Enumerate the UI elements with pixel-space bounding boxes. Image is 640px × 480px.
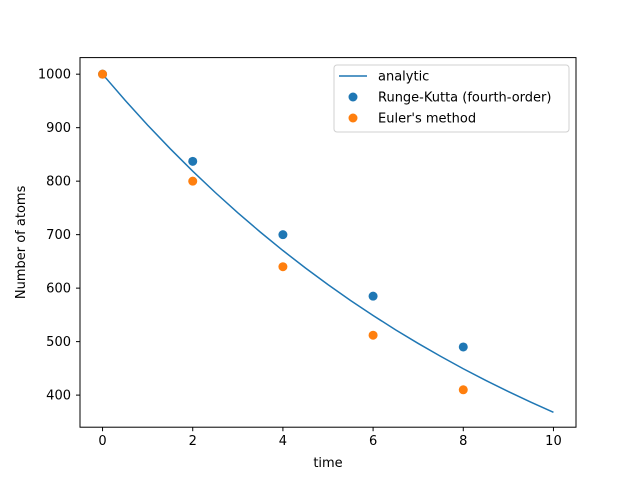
y-tick-label: 900 — [46, 121, 71, 136]
legend-swatch-marker — [348, 92, 358, 102]
y-tick-label: 500 — [46, 335, 71, 350]
y-tick-label: 1000 — [38, 68, 71, 83]
series-line-analytic — [101, 73, 554, 413]
x-tick-label: 8 — [459, 434, 467, 449]
x-tick-label: 6 — [369, 434, 377, 449]
x-tick-label: 4 — [279, 434, 287, 449]
x-axis-ticks: 0 2 4 6 8 10 — [98, 427, 562, 449]
data-point-series-2 — [368, 330, 378, 340]
legend-swatch-marker — [348, 113, 358, 123]
data-point-series-2 — [458, 385, 468, 395]
y-tick-label: 400 — [46, 389, 71, 404]
y-axis-ticks: 400 500 600 700 800 900 1000 — [38, 68, 80, 404]
y-axis-label: Number of atoms — [14, 185, 29, 299]
y-tick-label: 700 — [46, 228, 71, 243]
legend-label: Runge-Kutta (fourth-order) — [378, 91, 551, 106]
x-axis-label: time — [313, 456, 342, 471]
data-point-series-1 — [458, 342, 468, 352]
data-point-series-2 — [98, 69, 108, 79]
x-tick-label: 2 — [189, 434, 197, 449]
x-tick-label: 10 — [545, 434, 562, 449]
axes — [79, 57, 577, 428]
data-point-series-1 — [278, 230, 288, 240]
y-tick-label: 600 — [46, 282, 71, 297]
data-point-series-2 — [278, 262, 288, 272]
legend: analytic Runge-Kutta (fourth-order) Euler'… — [333, 64, 570, 133]
legend-label: Euler's method — [378, 112, 476, 127]
axes-frame — [79, 57, 577, 428]
data-point-series-1 — [368, 291, 378, 301]
y-tick-label: 800 — [46, 175, 71, 190]
data-point-series-2 — [188, 176, 198, 186]
legend-box — [333, 64, 570, 133]
data-point-series-1 — [188, 156, 198, 166]
x-tick-label: 0 — [98, 434, 106, 449]
plot-area — [98, 69, 554, 413]
legend-label: analytic — [378, 70, 429, 85]
